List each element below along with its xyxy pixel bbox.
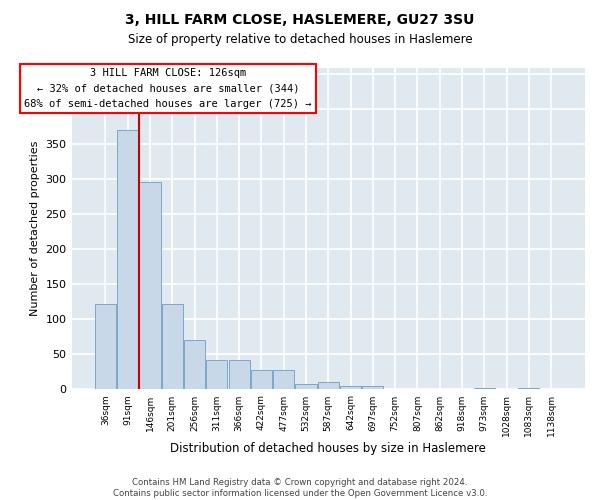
Bar	[473, 388, 495, 390]
Bar	[273, 370, 294, 390]
Bar	[340, 386, 361, 390]
Y-axis label: Number of detached properties: Number of detached properties	[30, 141, 40, 316]
Bar	[317, 382, 339, 390]
Bar	[139, 182, 161, 390]
Bar	[229, 360, 250, 390]
Bar	[362, 386, 383, 390]
Bar	[206, 360, 227, 390]
Bar	[429, 389, 450, 390]
Bar	[385, 389, 406, 390]
Bar	[251, 370, 272, 390]
Bar	[518, 388, 539, 390]
Text: 3 HILL FARM CLOSE: 126sqm
← 32% of detached houses are smaller (344)
68% of semi: 3 HILL FARM CLOSE: 126sqm ← 32% of detac…	[24, 68, 311, 109]
X-axis label: Distribution of detached houses by size in Haslemere: Distribution of detached houses by size …	[170, 442, 486, 455]
Bar	[117, 130, 139, 390]
Bar	[162, 304, 183, 390]
Text: Contains HM Land Registry data © Crown copyright and database right 2024.
Contai: Contains HM Land Registry data © Crown c…	[113, 478, 487, 498]
Text: Size of property relative to detached houses in Haslemere: Size of property relative to detached ho…	[128, 32, 472, 46]
Bar	[95, 304, 116, 390]
Bar	[184, 340, 205, 390]
Text: 3, HILL FARM CLOSE, HASLEMERE, GU27 3SU: 3, HILL FARM CLOSE, HASLEMERE, GU27 3SU	[125, 12, 475, 26]
Bar	[295, 384, 317, 390]
